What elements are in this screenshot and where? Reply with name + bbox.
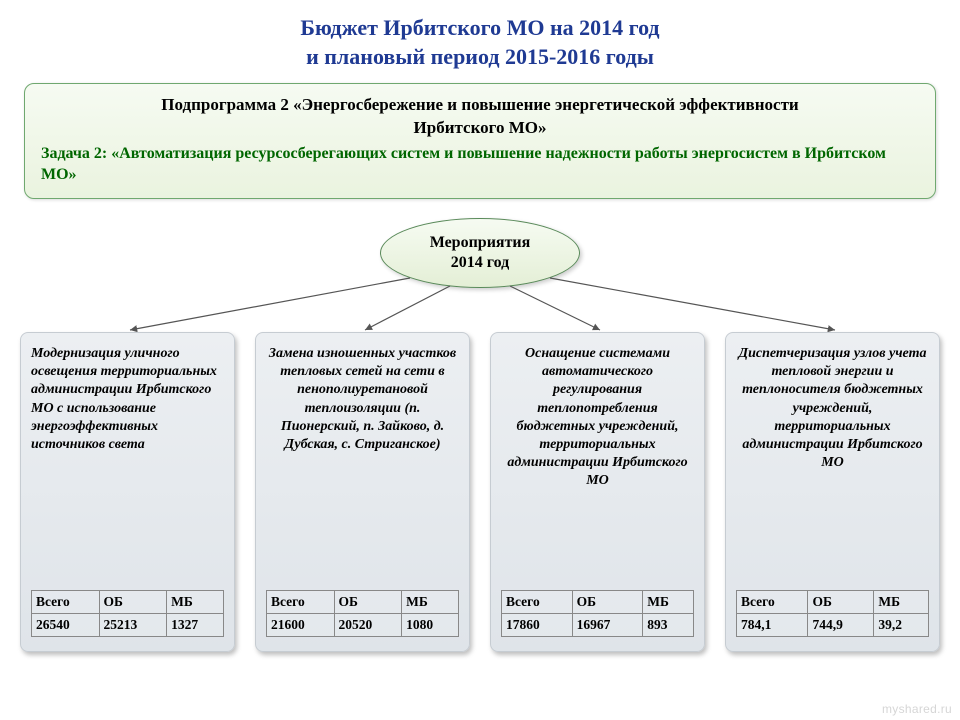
card-table: Всего ОБ МБ 17860 16967 893 bbox=[501, 590, 694, 637]
val-mb: 1327 bbox=[167, 614, 224, 637]
card-desc: Оснащение системами автоматического регу… bbox=[501, 345, 694, 491]
subprogram-title: Подпрограмма 2 «Энергосбережение и повыш… bbox=[41, 94, 919, 140]
card-4: Диспетчеризация узлов учета тепловой эне… bbox=[725, 332, 940, 652]
col-mb: МБ bbox=[167, 591, 224, 614]
card-table: Всего ОБ МБ 26540 25213 1327 bbox=[31, 590, 224, 637]
card-desc: Диспетчеризация узлов учета тепловой эне… bbox=[736, 345, 929, 472]
card-desc: Замена изношенных участков тепловых сете… bbox=[266, 345, 459, 454]
activities-oval: Мероприятия 2014 год bbox=[380, 218, 580, 288]
col-ob: ОБ bbox=[99, 591, 167, 614]
val-ob: 25213 bbox=[99, 614, 167, 637]
cards-row: Модернизация уличного освещения территор… bbox=[20, 332, 940, 652]
card-2: Замена изношенных участков тепловых сете… bbox=[255, 332, 470, 652]
watermark: myshared.ru bbox=[882, 702, 952, 716]
page-title: Бюджет Ирбитского МО на 2014 год и плано… bbox=[0, 0, 960, 71]
card-desc: Модернизация уличного освещения территор… bbox=[31, 345, 224, 454]
card-3: Оснащение системами автоматического регу… bbox=[490, 332, 705, 652]
card-table: Всего ОБ МБ 784,1 744,9 39,2 bbox=[736, 590, 929, 637]
task-text: Задача 2: «Автоматизация ресурсосберегаю… bbox=[41, 144, 919, 186]
title-line-1: Бюджет Ирбитского МО на 2014 год bbox=[300, 15, 659, 40]
card-1: Модернизация уличного освещения территор… bbox=[20, 332, 235, 652]
val-total: 26540 bbox=[32, 614, 100, 637]
title-line-2: и плановый период 2015-2016 годы bbox=[306, 44, 654, 69]
card-table: Всего ОБ МБ 21600 20520 1080 bbox=[266, 590, 459, 637]
col-total: Всего bbox=[32, 591, 100, 614]
header-box: Подпрограмма 2 «Энергосбережение и повыш… bbox=[24, 83, 936, 198]
